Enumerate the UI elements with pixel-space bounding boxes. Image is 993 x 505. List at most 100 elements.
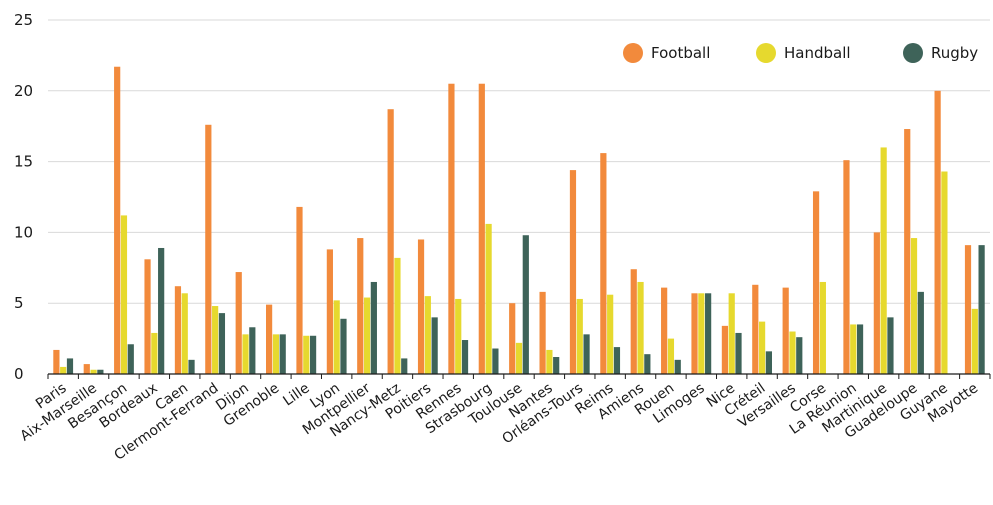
bar-group: [630, 269, 651, 374]
bar-football: [873, 232, 880, 374]
bar-football: [205, 124, 212, 374]
bar-football: [235, 272, 242, 374]
bar-group: [569, 170, 590, 374]
bar-rugby: [856, 324, 864, 374]
bar-group: [296, 206, 317, 374]
bar-football: [326, 249, 333, 374]
bar-handball: [576, 298, 583, 374]
bar-handball: [667, 338, 675, 374]
bar-group: [235, 272, 256, 374]
x-category-label: Lille: [280, 380, 312, 409]
bar-football: [904, 129, 911, 374]
bar-football: [174, 286, 182, 374]
y-tick-label: 15: [14, 153, 33, 171]
bar-football: [448, 83, 455, 374]
bar-football: [630, 269, 637, 374]
bar-football: [539, 291, 546, 374]
bar-handball: [515, 342, 523, 374]
bar-rugby: [158, 247, 165, 374]
x-axis: [47, 373, 991, 379]
bar-football: [53, 349, 60, 374]
bar-group: [539, 291, 560, 374]
bar-handball: [880, 147, 887, 374]
y-tick-label: 20: [14, 82, 33, 100]
y-tick-label: 0: [14, 365, 24, 383]
bar-football: [691, 293, 698, 374]
bar-handball: [272, 334, 279, 374]
bar-handball: [333, 300, 340, 374]
bar-rugby: [553, 357, 560, 374]
bar-rugby: [97, 369, 104, 374]
bar-group: [326, 249, 347, 374]
y-tick-label: 25: [14, 11, 33, 29]
bar-handball: [303, 335, 310, 374]
bar-handball: [728, 293, 735, 374]
bar-handball: [363, 297, 371, 374]
bar-group: [812, 191, 826, 374]
bar-group: [843, 160, 864, 374]
legend-item: Rugby: [903, 43, 978, 63]
y-axis-tick-labels: 0 5 10 15 20 25: [14, 11, 33, 383]
bar-football: [782, 287, 789, 374]
bar-rugby: [765, 351, 772, 374]
bar-handball: [424, 296, 431, 374]
bar-football: [661, 287, 668, 374]
bar-handball: [819, 281, 826, 374]
bar-group: [782, 287, 803, 374]
bar-group: [721, 293, 742, 374]
bar-handball: [212, 306, 219, 374]
bar-football: [752, 284, 759, 374]
bar-football: [843, 160, 850, 374]
bar-rugby: [218, 313, 226, 374]
bar-football: [144, 259, 151, 374]
bar-rugby: [309, 335, 317, 374]
x-axis-category-labels: ParisAix-MarseilleBesançonBordeauxCaenCl…: [17, 380, 981, 464]
legend-item: Handball: [756, 43, 851, 63]
bar-group: [478, 83, 499, 374]
bar-handball: [941, 171, 948, 374]
bar-rugby: [978, 245, 985, 374]
bar-group: [509, 235, 529, 374]
bar-group: [691, 293, 712, 374]
bar-group: [964, 245, 985, 374]
bar-handball: [60, 366, 67, 374]
bar-football: [509, 303, 516, 374]
bar-group: [600, 153, 621, 374]
bar-football: [296, 206, 303, 374]
bar-group: [661, 287, 681, 374]
bar-group: [448, 83, 469, 374]
bar-rugby: [887, 317, 894, 374]
bar-football: [964, 245, 972, 374]
bar-group: [387, 109, 408, 375]
bar-group: [53, 349, 74, 374]
y-tick-label: 10: [14, 223, 33, 241]
bar-rugby: [796, 337, 803, 374]
bars: [53, 66, 985, 375]
bar-football: [569, 170, 577, 374]
bar-football: [721, 325, 729, 374]
bar-rugby: [705, 293, 712, 374]
bar-handball: [546, 349, 553, 374]
bar-rugby: [674, 359, 681, 374]
bar-rugby: [188, 359, 195, 374]
legend-swatch: [623, 43, 643, 63]
bar-handball: [637, 281, 644, 374]
bar-handball: [607, 294, 614, 374]
bar-handball: [151, 332, 158, 374]
bar-group: [114, 66, 134, 374]
bar-rugby: [401, 358, 408, 374]
bar-handball: [120, 215, 128, 374]
bar-handball: [759, 321, 766, 374]
bar-football: [478, 83, 485, 374]
bar-handball: [971, 308, 978, 374]
bar-rugby: [370, 281, 377, 374]
bar-rugby: [249, 327, 256, 374]
bar-handball: [90, 369, 97, 374]
y-tick-label: 5: [14, 294, 24, 312]
bar-rugby: [522, 235, 529, 374]
bar-handball: [242, 334, 249, 374]
legend-item: Football: [623, 43, 710, 63]
bar-handball: [394, 257, 401, 374]
legend-swatch: [756, 43, 776, 63]
